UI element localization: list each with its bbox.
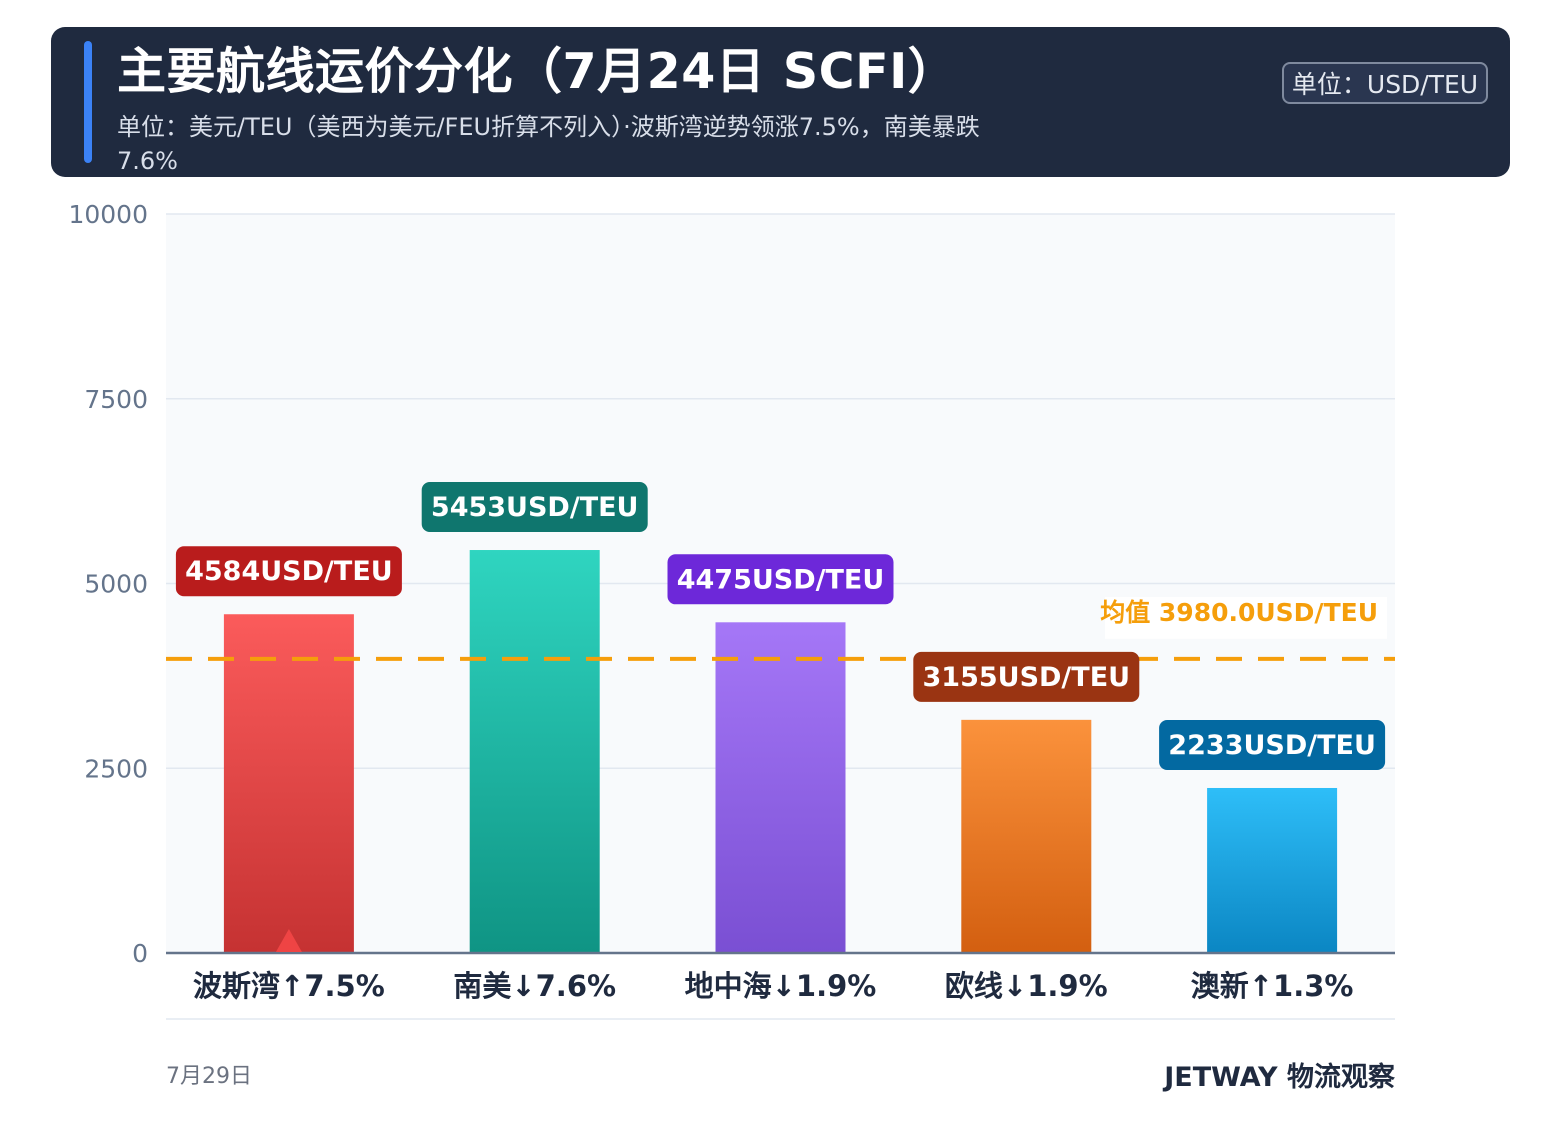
- unit-badge: 单位：USD/TEU: [1282, 62, 1488, 104]
- trend-up-marker: [275, 929, 302, 952]
- x-tick-label: 波斯湾↑7.5%: [193, 969, 385, 1003]
- mean-label: 均值 3980.0USD/TEU: [1100, 598, 1378, 627]
- data-label-badge: [1159, 719, 1386, 770]
- data-label-badge: [175, 546, 402, 597]
- header-banner: 主要航线运价分化（7月24日 SCFI） 单位：美元/TEU（美西为美元/FEU…: [51, 27, 1510, 177]
- bar: [715, 622, 846, 953]
- x-tick-label: 地中海↓1.9%: [685, 969, 877, 1003]
- data-label: 5453USD/TEU: [431, 492, 639, 523]
- bar-layer: [223, 550, 1338, 953]
- header-accent-bar: [84, 41, 92, 163]
- x-tick-label: 欧线↓1.9%: [945, 969, 1108, 1003]
- y-tick-label: 5000: [84, 570, 148, 599]
- x-tick-label: 澳新↑1.3%: [1191, 969, 1354, 1003]
- data-label: 3155USD/TEU: [923, 662, 1131, 693]
- chart-title: 主要航线运价分化（7月24日 SCFI）: [117, 43, 958, 100]
- label-layer: 4584USD/TEU 5453USD/TEU 4475USD/TEU 3155USD…: [175, 482, 1386, 770]
- chart-subtitle: 单位：美元/TEU（美西为美元/FEU折算不列入）·波斯湾逆势领涨7.5%，南美…: [117, 113, 980, 175]
- y-tick-label: 7500: [84, 385, 148, 414]
- bar: [469, 550, 600, 953]
- footer-brand: JETWAY 物流观察: [1164, 1062, 1395, 1093]
- data-label: 2233USD/TEU: [1168, 730, 1376, 761]
- data-label-badge: [667, 554, 894, 605]
- data-label: 4475USD/TEU: [677, 564, 885, 595]
- bar: [1207, 787, 1338, 953]
- y-tick-label: 10000: [68, 200, 148, 229]
- data-label: 4584USD/TEU: [185, 556, 393, 587]
- mean-layer: 均值 3980.0USD/TEU: [166, 596, 1395, 661]
- data-label-badge: [421, 482, 648, 533]
- y-tick-label: 2500: [84, 754, 148, 783]
- x-tick-label: 南美↓7.6%: [453, 969, 616, 1003]
- data-label-badge: [913, 651, 1140, 702]
- bar: [961, 719, 1092, 953]
- axis-layer: 0 2500 5000 7500 10000 波斯湾↑7.5% 南美↓7.6% 地中海↓1.9…: [68, 200, 1395, 1020]
- mean-label-background: [1105, 596, 1387, 639]
- footer-date: 7月29日: [166, 1064, 252, 1089]
- bar: [223, 614, 354, 953]
- y-tick-label: 0: [132, 939, 148, 968]
